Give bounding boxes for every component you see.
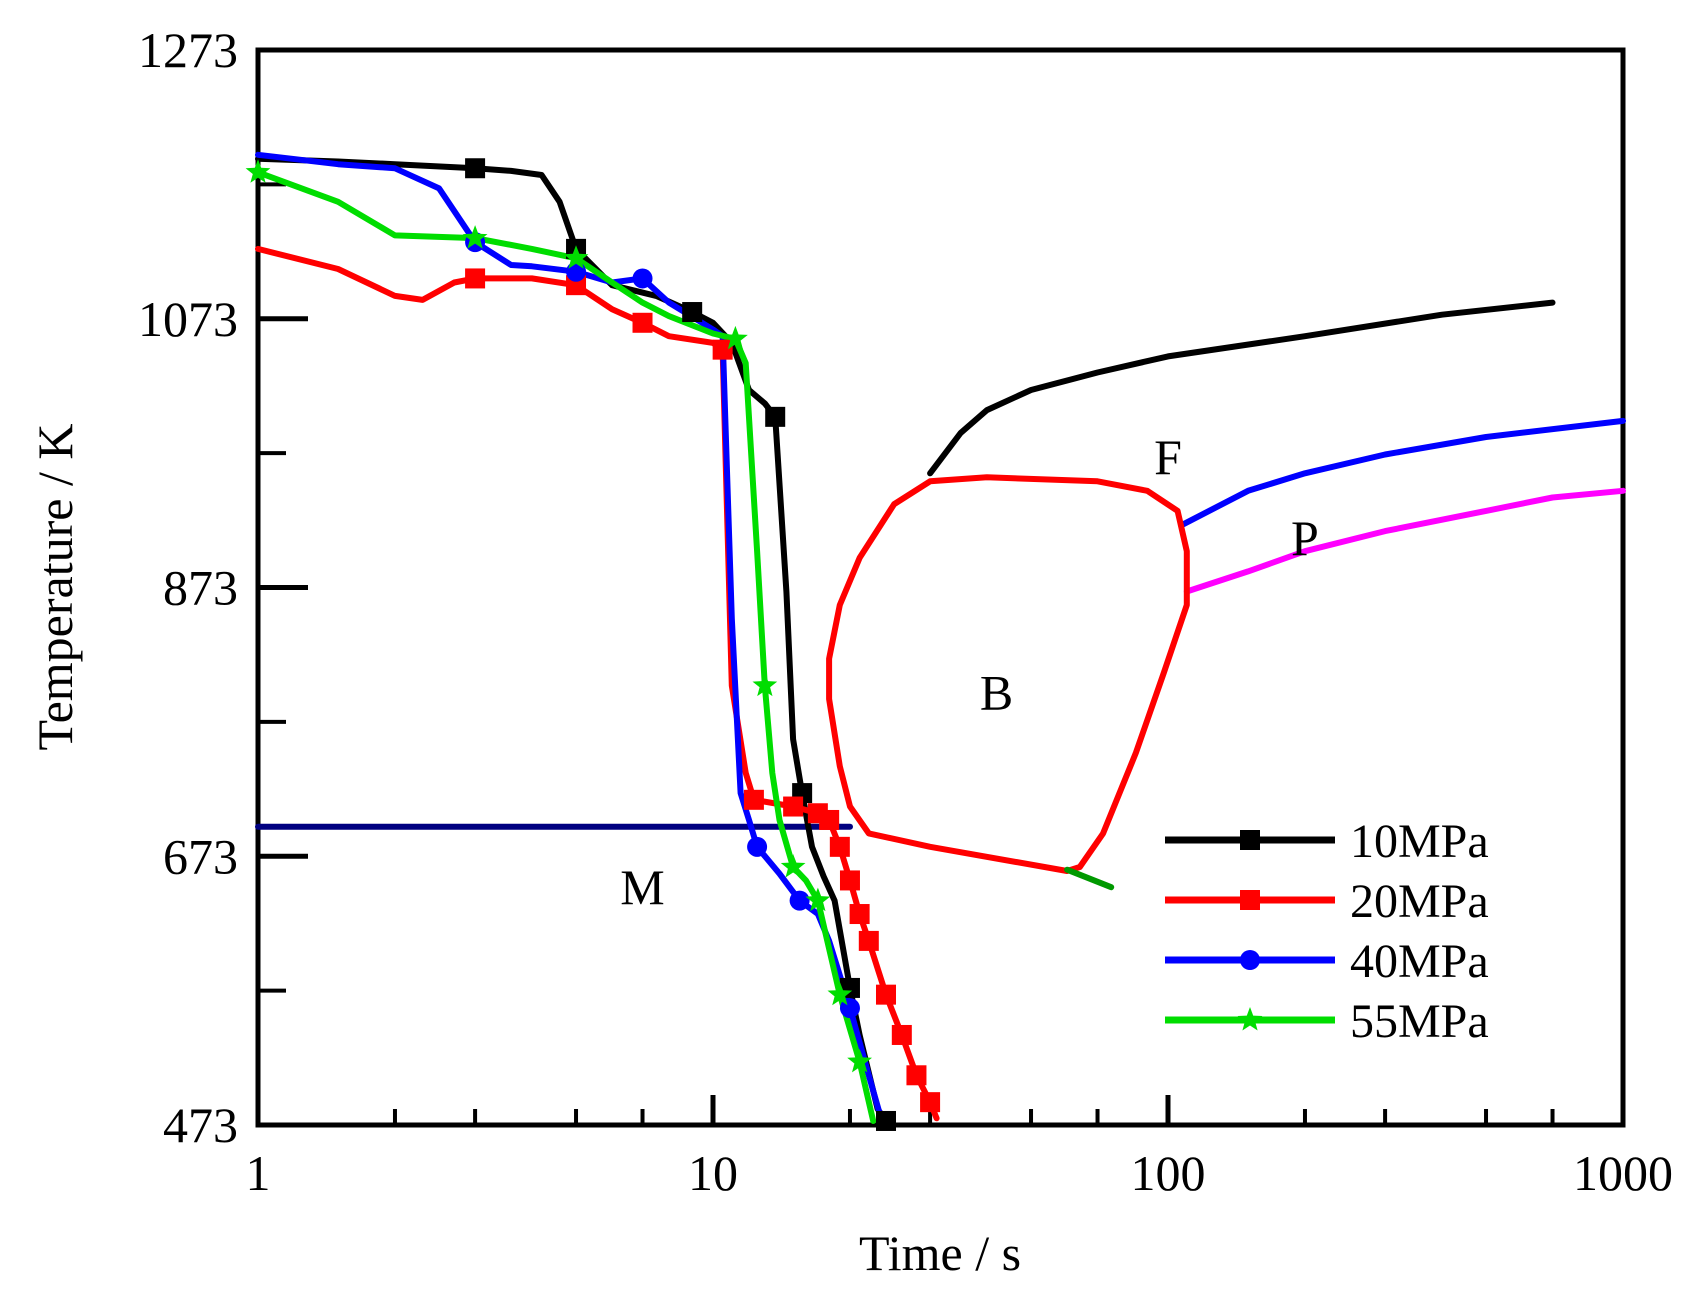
marker-55mpa	[563, 245, 589, 269]
marker-20mpa	[849, 904, 870, 925]
marker-55mpa	[723, 325, 748, 350]
ticks: 1 10 100 1000 473 673 873 1073 1273	[138, 22, 1673, 1201]
marker-10mpa	[765, 406, 786, 427]
legend: 10MPa 20MPa 40MPa 55MPa	[1165, 815, 1489, 1048]
marker-55mpa	[827, 981, 853, 1006]
marker-55mpa	[462, 225, 488, 249]
y-tick-label: 1073	[138, 291, 238, 347]
legend-label: 55MPa	[1350, 995, 1489, 1048]
marker-55mpa	[245, 159, 271, 183]
labels-layer: F P B M	[620, 429, 1319, 915]
marker-20mpa	[712, 339, 733, 360]
marker-20mpa	[920, 1092, 941, 1113]
legend-marker	[1237, 1007, 1263, 1031]
legend-label: 20MPa	[1350, 875, 1489, 928]
x-tick-label: 1000	[1573, 1145, 1673, 1201]
region-label-b: B	[980, 664, 1013, 720]
marker-55mpa	[780, 854, 806, 878]
marker-40mpa	[566, 261, 587, 282]
marker-20mpa	[632, 312, 653, 333]
legend-marker	[1240, 830, 1260, 850]
x-axis-title: Time / s	[859, 1225, 1021, 1281]
legend-label: 40MPa	[1350, 935, 1489, 988]
markers-layer	[245, 158, 941, 1131]
x-tick-label: 100	[1131, 1145, 1206, 1201]
curve-p-curve-2	[1183, 487, 1626, 595]
series-line-10mpa	[255, 155, 889, 1124]
marker-20mpa	[906, 1065, 927, 1086]
y-tick-label: 473	[163, 1097, 238, 1153]
x-tick-label: 10	[688, 1145, 738, 1201]
x-tick-label: 1	[246, 1145, 271, 1201]
marker-40mpa	[747, 836, 768, 857]
legend-marker	[1240, 950, 1260, 970]
y-tick-label: 673	[163, 828, 238, 884]
legend-marker	[1240, 890, 1260, 910]
marker-20mpa	[891, 1024, 912, 1045]
curve-f-start	[927, 299, 1556, 477]
legend-label: 10MPa	[1350, 815, 1489, 868]
marker-55mpa	[752, 672, 778, 697]
marker-20mpa	[819, 809, 840, 830]
marker-40mpa	[632, 268, 653, 289]
curve-p-curve-1	[1180, 417, 1626, 528]
curve-green-segment	[1064, 866, 1115, 891]
marker-20mpa	[465, 268, 486, 289]
marker-40mpa	[789, 890, 810, 911]
marker-10mpa	[682, 302, 703, 323]
marker-55mpa	[847, 1048, 872, 1073]
marker-10mpa	[875, 1110, 896, 1131]
marker-20mpa	[875, 984, 896, 1005]
y-tick-label: 873	[163, 560, 238, 616]
y-tick-label: 1273	[138, 22, 238, 78]
series-layer	[255, 151, 1626, 1124]
marker-20mpa	[858, 930, 879, 951]
y-axis-title: Temperature / K	[27, 424, 83, 751]
series-line-20mpa	[255, 245, 940, 1122]
series-line-55mpa	[255, 169, 877, 1124]
region-label-p: P	[1291, 510, 1319, 566]
marker-20mpa	[783, 796, 804, 817]
curve-b-region	[826, 474, 1190, 874]
region-label-f: F	[1154, 429, 1182, 485]
marker-10mpa	[465, 158, 486, 179]
marker-20mpa	[839, 870, 860, 891]
marker-20mpa	[829, 836, 850, 857]
region-label-m: M	[620, 859, 664, 915]
marker-55mpa	[805, 887, 831, 912]
marker-20mpa	[743, 789, 764, 810]
